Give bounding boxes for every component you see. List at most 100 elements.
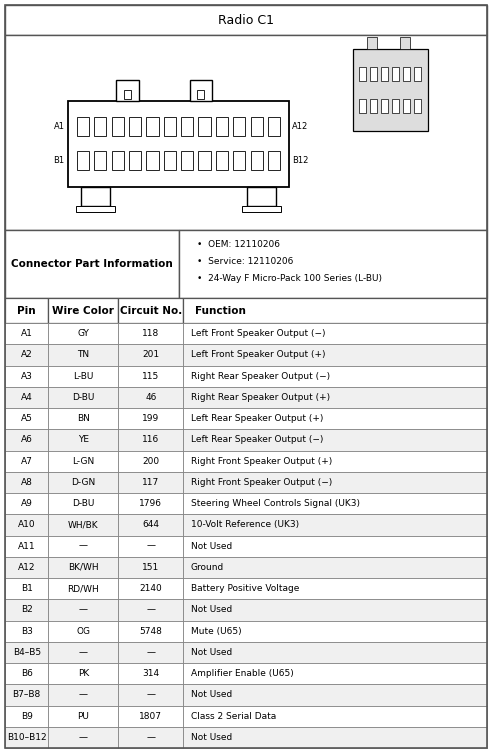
Bar bbox=[184, 471, 487, 493]
Bar bbox=[129, 117, 141, 136]
Bar bbox=[48, 684, 118, 706]
Text: A3: A3 bbox=[21, 372, 32, 380]
Bar bbox=[129, 151, 141, 170]
Text: Not Used: Not Used bbox=[191, 733, 232, 742]
Bar bbox=[48, 493, 118, 514]
Bar bbox=[118, 663, 184, 684]
Text: A9: A9 bbox=[21, 499, 32, 508]
Bar bbox=[118, 365, 184, 387]
Text: A8: A8 bbox=[21, 478, 32, 487]
Bar bbox=[189, 80, 212, 102]
Text: D-BU: D-BU bbox=[72, 499, 94, 508]
Bar bbox=[118, 706, 184, 727]
Text: 201: 201 bbox=[142, 350, 159, 359]
Bar bbox=[112, 117, 124, 136]
Text: A12: A12 bbox=[18, 563, 35, 572]
Bar bbox=[184, 387, 487, 408]
Bar bbox=[118, 471, 184, 493]
Text: Left Rear Speaker Output (−): Left Rear Speaker Output (−) bbox=[191, 435, 323, 444]
Bar bbox=[184, 663, 487, 684]
Text: Wire Color: Wire Color bbox=[52, 306, 114, 316]
Bar bbox=[184, 344, 487, 365]
Bar bbox=[359, 68, 367, 81]
Bar bbox=[250, 117, 263, 136]
Bar bbox=[48, 578, 118, 599]
Bar bbox=[164, 117, 176, 136]
Bar bbox=[5, 514, 48, 535]
Bar bbox=[184, 727, 487, 748]
Text: A5: A5 bbox=[21, 414, 32, 423]
Text: B7–B8: B7–B8 bbox=[13, 691, 41, 700]
Bar bbox=[184, 535, 487, 556]
Text: 10-Volt Reference (UK3): 10-Volt Reference (UK3) bbox=[191, 520, 299, 529]
Text: B10–B12: B10–B12 bbox=[7, 733, 47, 742]
Bar bbox=[402, 99, 410, 112]
Text: 1796: 1796 bbox=[139, 499, 162, 508]
Text: —: — bbox=[146, 541, 155, 550]
Text: Not Used: Not Used bbox=[191, 605, 232, 614]
Text: B1: B1 bbox=[21, 584, 32, 593]
Text: B6: B6 bbox=[21, 669, 32, 678]
Bar bbox=[5, 323, 48, 344]
Bar bbox=[179, 230, 487, 298]
Bar bbox=[118, 298, 184, 323]
Bar bbox=[48, 344, 118, 365]
Text: B4–B5: B4–B5 bbox=[13, 648, 41, 657]
Bar bbox=[247, 187, 276, 206]
Text: 1807: 1807 bbox=[139, 712, 162, 721]
Bar bbox=[48, 706, 118, 727]
Bar bbox=[117, 80, 139, 102]
Text: Pin: Pin bbox=[17, 306, 36, 316]
Bar bbox=[118, 642, 184, 663]
Bar bbox=[118, 387, 184, 408]
Bar bbox=[184, 620, 487, 642]
Text: WH/BK: WH/BK bbox=[68, 520, 98, 529]
Text: —: — bbox=[146, 648, 155, 657]
Text: 117: 117 bbox=[142, 478, 159, 487]
Bar bbox=[370, 68, 377, 81]
Bar bbox=[367, 37, 377, 49]
Text: 2140: 2140 bbox=[139, 584, 162, 593]
Text: —: — bbox=[79, 648, 88, 657]
Bar bbox=[118, 493, 184, 514]
Bar bbox=[112, 151, 124, 170]
Text: Right Front Speaker Output (−): Right Front Speaker Output (−) bbox=[191, 478, 332, 487]
Bar bbox=[197, 90, 205, 99]
Bar bbox=[48, 323, 118, 344]
Text: —: — bbox=[146, 691, 155, 700]
Text: Battery Positive Voltage: Battery Positive Voltage bbox=[191, 584, 299, 593]
Text: Class 2 Serial Data: Class 2 Serial Data bbox=[191, 712, 276, 721]
Bar bbox=[181, 151, 193, 170]
Bar bbox=[123, 90, 131, 99]
Bar bbox=[198, 117, 211, 136]
Text: 116: 116 bbox=[142, 435, 159, 444]
Bar bbox=[48, 298, 118, 323]
Bar bbox=[5, 556, 48, 578]
Bar bbox=[147, 117, 158, 136]
Text: A2: A2 bbox=[21, 350, 32, 359]
Text: —: — bbox=[79, 733, 88, 742]
Text: 115: 115 bbox=[142, 372, 159, 380]
Text: •  OEM: 12110206: • OEM: 12110206 bbox=[197, 240, 280, 249]
Bar bbox=[392, 68, 399, 81]
Bar bbox=[184, 408, 487, 429]
Text: 644: 644 bbox=[142, 520, 159, 529]
Bar bbox=[5, 450, 48, 471]
Bar bbox=[184, 450, 487, 471]
Text: 151: 151 bbox=[142, 563, 159, 572]
Bar bbox=[5, 429, 48, 450]
Bar bbox=[5, 5, 487, 35]
Bar bbox=[233, 117, 246, 136]
Bar bbox=[48, 599, 118, 620]
Text: B2: B2 bbox=[21, 605, 32, 614]
Text: BK/WH: BK/WH bbox=[68, 563, 98, 572]
Text: Mute (U65): Mute (U65) bbox=[191, 626, 242, 636]
Text: Amplifier Enable (U65): Amplifier Enable (U65) bbox=[191, 669, 294, 678]
Text: A12: A12 bbox=[292, 122, 308, 131]
Text: Right Rear Speaker Output (−): Right Rear Speaker Output (−) bbox=[191, 372, 330, 380]
Bar bbox=[48, 450, 118, 471]
Text: RD/WH: RD/WH bbox=[67, 584, 99, 593]
Bar bbox=[48, 727, 118, 748]
Bar bbox=[184, 323, 487, 344]
Bar bbox=[48, 620, 118, 642]
